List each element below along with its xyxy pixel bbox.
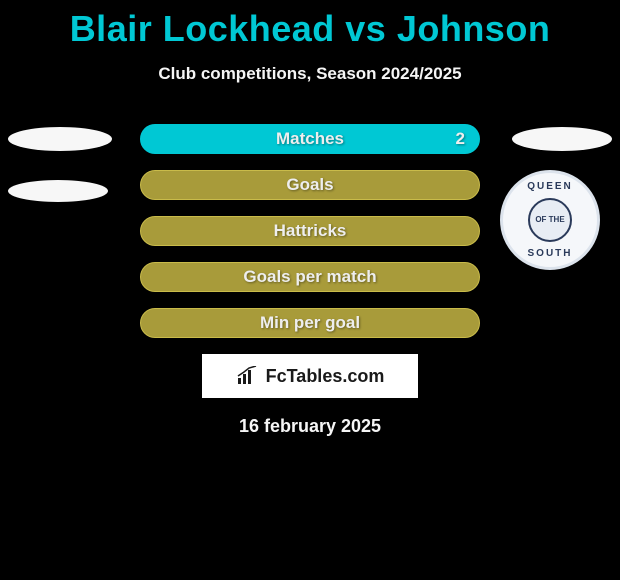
footer-brand-text: FcTables.com: [266, 366, 385, 387]
stat-label: Min per goal: [260, 313, 360, 333]
footer-brand: FcTables.com: [202, 354, 418, 398]
stat-label: Hattricks: [274, 221, 347, 241]
badge-text-top: QUEEN: [503, 181, 597, 192]
stat-pill: Goals per match: [140, 262, 480, 292]
club-badge: QUEEN OF THE SOUTH: [500, 170, 600, 270]
stat-label: Matches: [276, 129, 344, 149]
badge-text-bottom: SOUTH: [503, 248, 597, 259]
stat-pill: Matches 2: [140, 124, 480, 154]
stat-row-matches: Matches 2: [0, 124, 620, 154]
stat-pill: Hattricks: [140, 216, 480, 246]
chart-icon: [236, 366, 260, 386]
page-title: Blair Lockhead vs Johnson: [0, 0, 620, 50]
stat-pill: Goals: [140, 170, 480, 200]
stat-value-right: 2: [456, 129, 465, 149]
footer-date: 16 february 2025: [0, 416, 620, 437]
stat-label: Goals: [286, 175, 333, 195]
stat-row-mpg: Min per goal: [0, 308, 620, 338]
badge-center: OF THE: [528, 198, 572, 242]
stat-pill: Min per goal: [140, 308, 480, 338]
stat-label: Goals per match: [243, 267, 376, 287]
subtitle: Club competitions, Season 2024/2025: [0, 64, 620, 84]
stat-row-gpm: Goals per match: [0, 262, 620, 292]
